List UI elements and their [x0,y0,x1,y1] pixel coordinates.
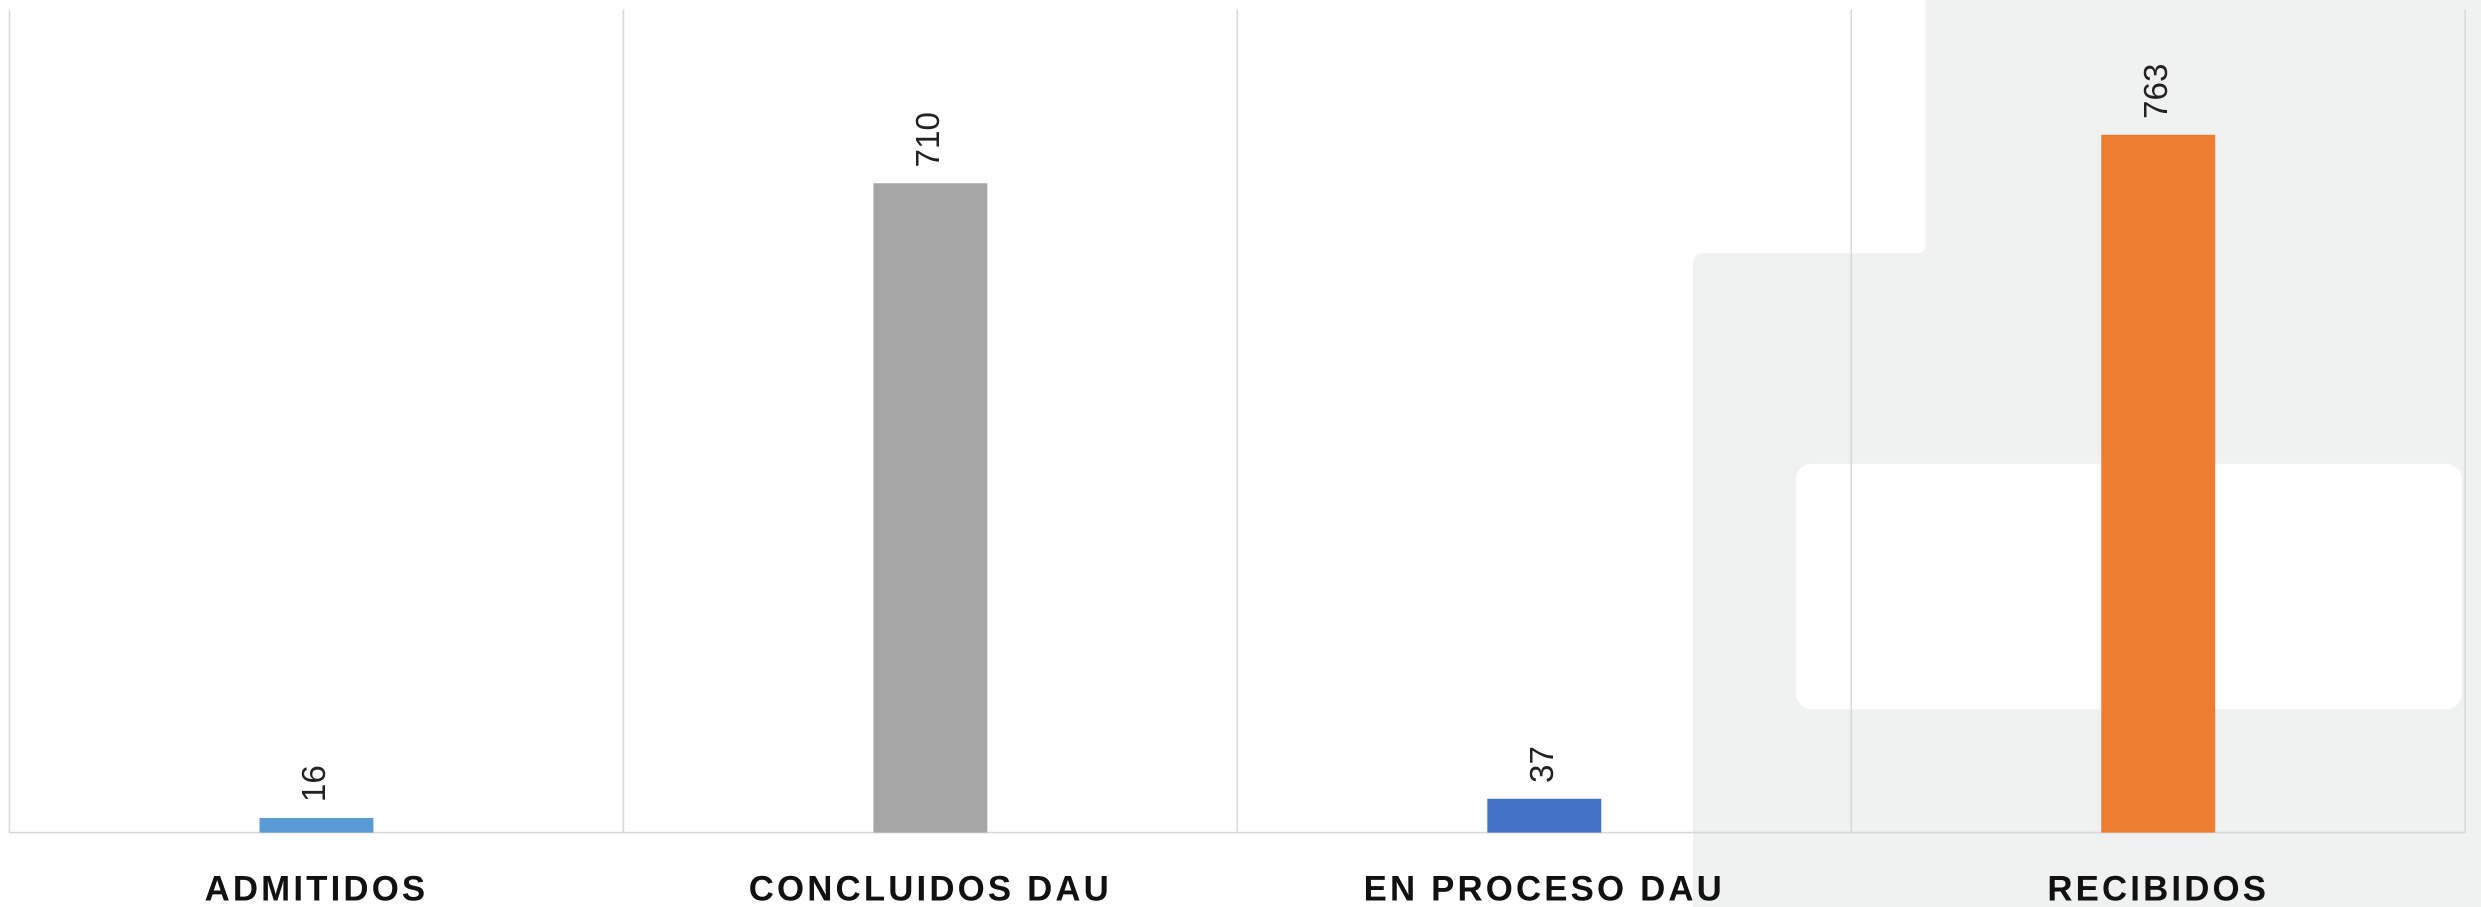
x-tick-label: RECIBIDOS [2047,870,2269,907]
data-label: 763 [2138,64,2175,119]
data-label: 37 [1524,746,1561,783]
data-label: 710 [910,112,947,167]
background-panel [1693,0,2481,907]
bar [2101,134,2216,833]
bar [1487,798,1602,833]
x-tick-label: EN PROCESO DAU [1364,870,1725,907]
bar [873,183,988,833]
bar [259,817,374,833]
data-label: 16 [296,765,333,802]
x-tick-label: CONCLUIDOS DAU [749,870,1112,907]
x-tick-label: ADMITIDOS [205,870,429,907]
